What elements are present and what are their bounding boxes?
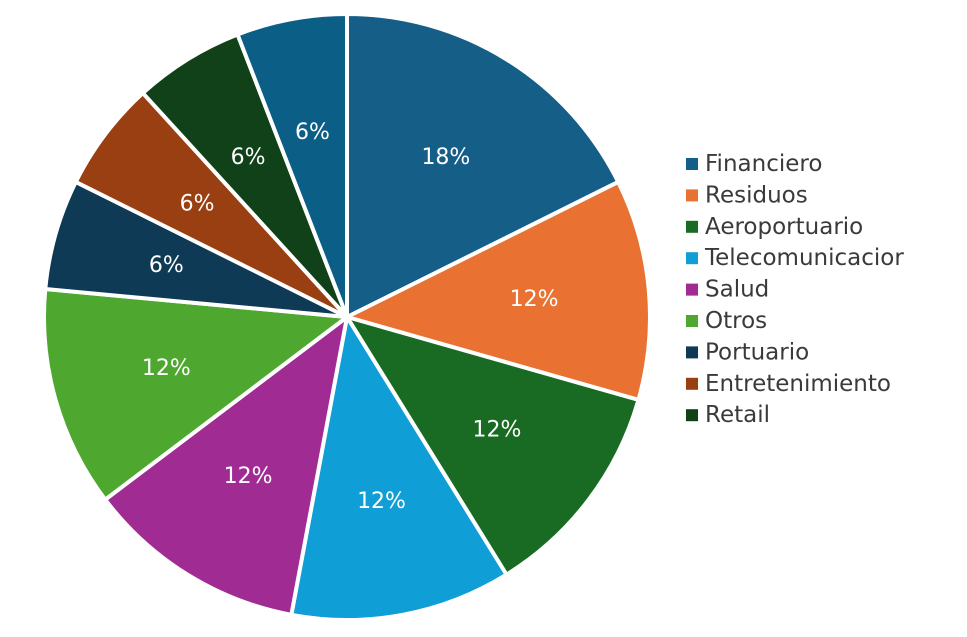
legend-item-telecomunicacior: Telecomunicacior [686,245,904,271]
legend-swatch-salud [686,283,698,296]
legend-label-financiero: Financiero [705,151,822,177]
legend-swatch-residuos [686,189,698,202]
pie-slice-residuos [345,179,652,402]
legend-label-entretenimiento: Entretenimiento [705,371,891,397]
pie-value-label-aeroportuario: 12% [472,418,521,443]
legend-item-entretenimiento: Entretenimiento [686,371,891,397]
legend-label-residuos: Residuos [705,182,808,208]
pie-value-label-telecomunicacior: 12% [357,489,406,514]
legend-swatch-financiero [686,158,698,170]
legend-label-telecomunicacior: Telecomunicacior [704,245,904,271]
legend-item-residuos: Residuos [686,182,808,208]
pie-slices [42,12,652,622]
pie-value-label-residuos: 12% [510,287,559,312]
pie-value-label-retail: 6% [231,145,266,170]
legend-label-salud: Salud [705,277,769,303]
pie-slice-financiero [345,12,621,319]
pie-value-label-entretenimiento: 6% [180,191,215,216]
pie-slice-aeroportuario [345,315,641,577]
legend-item-portuario: Portuario [686,339,809,365]
legend-swatch-entretenimiento [686,377,698,390]
chart-legend: Financiero Residuos Aeroportuario Telecomun… [686,151,904,428]
legend-swatch-portuario [686,346,698,359]
pie-slice-salud [103,315,349,617]
pie-value-label-salud: 12% [224,464,273,489]
legend-label-retail: Retail [705,402,770,428]
pie-value-label-otros: 12% [142,356,191,381]
legend-item-aeroportuario: Aeroportuario [686,214,863,240]
legend-swatch-aeroportuario [686,220,698,233]
pie-value-labels: 18% 12% 12% 12% 12% 12% 6% 6% 6% 6% [142,120,559,514]
legend-label-aeroportuario: Aeroportuario [705,214,863,240]
pie-value-label-unlabeled: 6% [295,120,330,145]
legend-label-portuario: Portuario [705,339,809,365]
legend-item-otros: Otros [686,308,767,334]
pie-slice-otros [42,287,349,502]
legend-label-otros: Otros [705,308,767,334]
pie-value-label-financiero: 18% [421,145,470,170]
legend-swatch-retail [686,409,698,422]
legend-swatch-telecomunicacior [686,252,698,265]
legend-swatch-otros [686,315,698,327]
legend-item-financiero: Financiero [686,151,822,177]
legend-item-retail: Retail [686,402,770,428]
pie-slice-telecomunicacior [289,315,509,622]
pie-slice-unlabeled [235,12,349,319]
pie-value-label-portuario: 6% [149,253,184,278]
legend-item-salud: Salud [686,277,769,303]
